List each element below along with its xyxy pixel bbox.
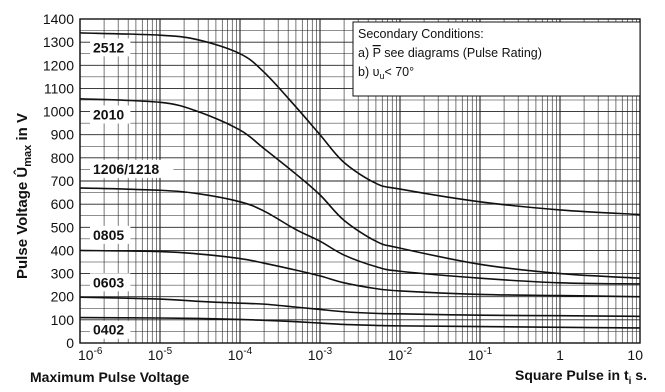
curve-labels: 2512 2010 1206/1218 0805 0603 0402 — [90, 38, 174, 339]
curves — [79, 32, 641, 329]
curve-label-2010: 2010 — [93, 107, 124, 123]
line2-sub: u — [379, 71, 384, 81]
curve-label-0805: 0805 — [93, 227, 124, 243]
y-tick-label: 800 — [51, 150, 75, 166]
y-tick-label: 1100 — [44, 80, 74, 96]
curve-label-0603: 0603 — [93, 274, 124, 290]
y-tick-label: 200 — [51, 289, 75, 305]
y-axis-label-sub: max — [22, 144, 34, 167]
line2-prefix: b) υ — [358, 65, 380, 79]
y-tick-label: 900 — [51, 127, 75, 143]
axis-ticks: 0 100 200 300 400 500 600 700 800 900 1000 1100 1200… — [43, 11, 643, 363]
y-tick-label: 1000 — [43, 104, 74, 120]
line2-rest: < 70° — [384, 65, 414, 79]
series-line-0805 — [79, 249, 641, 298]
curve-label-1206-1218: 1206/1218 — [93, 161, 159, 177]
y-tick-label: 0 — [66, 335, 74, 351]
y-axis-label-suffix: in V — [14, 113, 31, 145]
curve-label-bg — [90, 159, 174, 178]
y-axis-label-main: Pulse Voltage Û — [13, 167, 31, 279]
line1-rest: see diagrams (Pulse Rating) — [381, 46, 542, 60]
x-tick-label: 1 — [556, 347, 564, 363]
series-line-1206-1218 — [79, 187, 641, 285]
secondary-conditions-line1: a) P see diagrams (Pulse Rating) — [358, 46, 542, 60]
y-axis-label: Pulse Voltage Ûmax in V — [13, 113, 34, 279]
curve-label-bg — [90, 105, 131, 124]
x-tick-label: 10-3 — [308, 346, 333, 363]
line1-symbol: P — [373, 46, 381, 60]
line1-prefix: a) — [358, 46, 373, 60]
y-tick-label: 400 — [51, 242, 75, 258]
curve-label-0402: 0402 — [93, 322, 124, 338]
curve-label-2512: 2512 — [93, 39, 124, 55]
x-tick-label: 10 — [627, 347, 643, 363]
x-tick-label: 10-4 — [228, 346, 253, 363]
series-line-0603 — [79, 296, 641, 318]
x-tick-label: 10-5 — [148, 346, 173, 363]
chart-title: Maximum Pulse Voltage — [30, 369, 190, 385]
x-axis-label-suffix: s. — [631, 367, 647, 383]
series-line-0402 — [79, 316, 641, 329]
series-line-2010 — [79, 98, 641, 279]
plot-frame — [79, 18, 641, 344]
y-tick-label: 700 — [51, 173, 75, 189]
y-tick-label: 1300 — [43, 34, 74, 50]
curve-label-bg — [90, 225, 131, 244]
secondary-conditions-title: Secondary Conditions: — [358, 27, 484, 41]
x-axis-label: Square Pulse in ti s. — [515, 367, 647, 387]
x-axis-label-sub: i — [628, 375, 632, 387]
x-tick-label: 10-6 — [78, 346, 103, 363]
y-tick-label: 300 — [51, 266, 75, 282]
y-tick-label: 1400 — [43, 11, 74, 27]
y-tick-label: 1200 — [43, 57, 74, 73]
x-tick-label: 10-2 — [388, 346, 413, 363]
secondary-conditions-line2: b) υu< 70° — [358, 65, 414, 81]
curve-label-bg — [90, 320, 131, 339]
series-line-2512 — [79, 32, 641, 216]
curve-label-bg — [90, 273, 131, 292]
curve-label-bg — [90, 38, 131, 57]
secondary-conditions-box: Secondary Conditions: a) P see diagrams … — [352, 21, 641, 97]
y-tick-label: 100 — [51, 312, 75, 328]
x-tick-label: 10-1 — [468, 346, 493, 363]
y-tick-label: 500 — [51, 219, 75, 235]
y-tick-label: 600 — [51, 196, 75, 212]
x-axis-label-main: Square Pulse in t — [515, 367, 629, 383]
